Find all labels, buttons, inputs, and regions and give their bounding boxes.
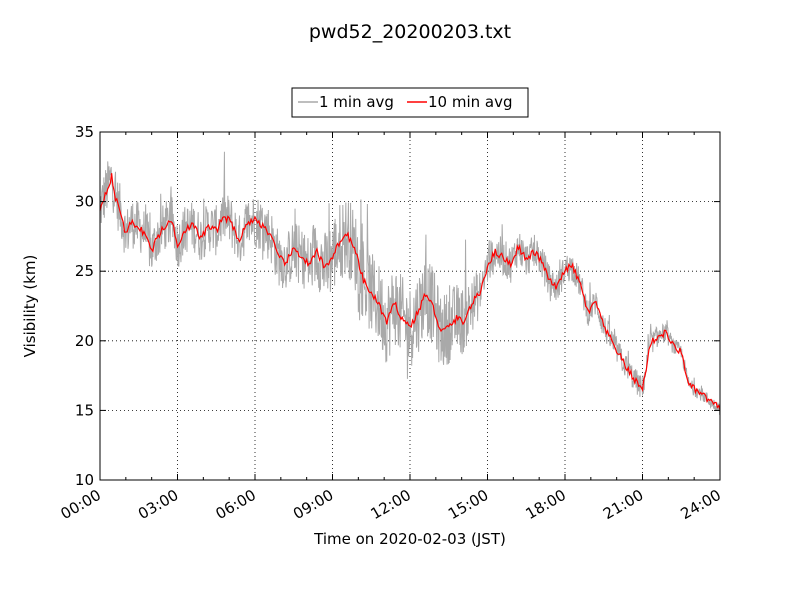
series-line-1min (99, 151, 721, 416)
y-tick-label: 20 (75, 332, 94, 350)
y-axis-label: Visibility (km) (21, 255, 39, 358)
y-tick-label: 30 (75, 193, 94, 211)
y-tick-label: 15 (75, 401, 94, 419)
y-tick-label: 10 (75, 471, 94, 489)
plot-frame (99, 131, 721, 481)
series-line-10min (99, 173, 721, 410)
x-tick-label: 06:00 (213, 486, 259, 523)
x-tick-label: 12:00 (368, 486, 414, 523)
x-tick-label: 15:00 (445, 486, 491, 523)
legend: 1 min avg 10 min avg (291, 87, 529, 118)
x-tick-label: 03:00 (135, 486, 181, 523)
y-tick-label: 25 (75, 262, 94, 280)
plot-series (99, 151, 721, 416)
axis-ticks: 00:00 03:00 06:00 09:00 12:00 15:00 18:00 21:00… (58, 123, 724, 523)
x-tick-label: 21:00 (600, 486, 646, 523)
x-tick-label: 09:00 (290, 486, 336, 523)
legend-label-1min: 1 min avg (319, 93, 394, 111)
chart-title: pwd52_20200203.txt (309, 21, 511, 43)
x-tick-label: 00:00 (58, 486, 104, 523)
x-axis-label: Time on 2020-02-03 (JST) (313, 530, 506, 548)
x-tick-label: 18:00 (523, 486, 569, 523)
x-tick-label: 24:00 (678, 486, 724, 523)
y-tick-label: 35 (75, 123, 94, 141)
legend-label-10min: 10 min avg (428, 93, 513, 111)
